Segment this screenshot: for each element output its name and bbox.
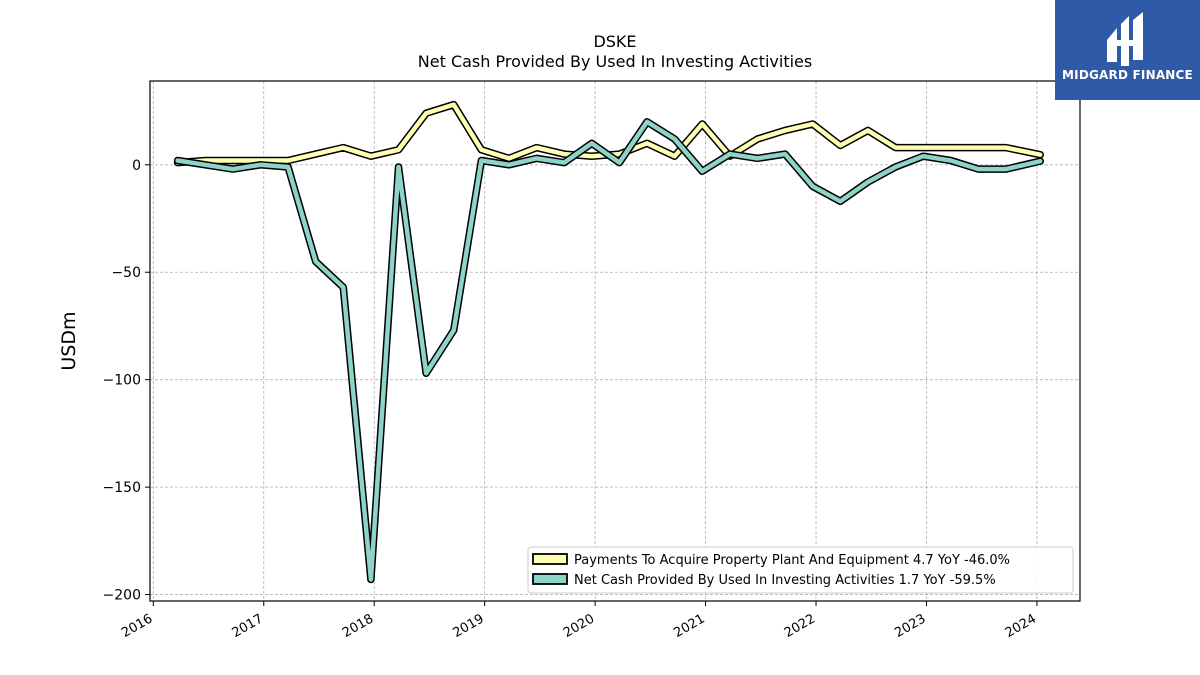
- y-tick-label: 0: [132, 158, 141, 174]
- grid: [150, 81, 1080, 601]
- legend-box: [527, 546, 1074, 594]
- y-axis-label: USDm: [58, 311, 80, 370]
- y-tick-label: −150: [103, 480, 141, 496]
- plot-frame: [149, 80, 1081, 602]
- series-line-1: [175, 119, 1043, 582]
- logo-mark-icon: [1107, 12, 1143, 66]
- y-tick-label: −200: [103, 588, 141, 604]
- y-tick-label: −100: [103, 373, 141, 389]
- brand-logo: MIDGARD FINANCE: [1055, 0, 1200, 100]
- chart-subtitle: Net Cash Provided By Used In Investing A…: [418, 52, 812, 71]
- chart-title: DSKE: [593, 32, 636, 51]
- y-tick-label: −50: [111, 265, 141, 281]
- series-lines: [173, 100, 1044, 584]
- logo-text: MIDGARD FINANCE: [1062, 68, 1193, 82]
- legend-label-1: Net Cash Provided By Used In Investing A…: [574, 573, 996, 588]
- legend-swatch-1: [532, 573, 568, 585]
- legend-label-0: Payments To Acquire Property Plant And E…: [574, 553, 1010, 568]
- legend-swatch-0: [532, 553, 568, 565]
- legend: Payments To Acquire Property Plant And E…: [527, 546, 1074, 594]
